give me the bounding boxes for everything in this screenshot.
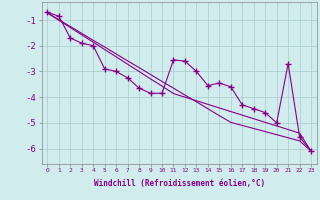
X-axis label: Windchill (Refroidissement éolien,°C): Windchill (Refroidissement éolien,°C): [94, 179, 265, 188]
